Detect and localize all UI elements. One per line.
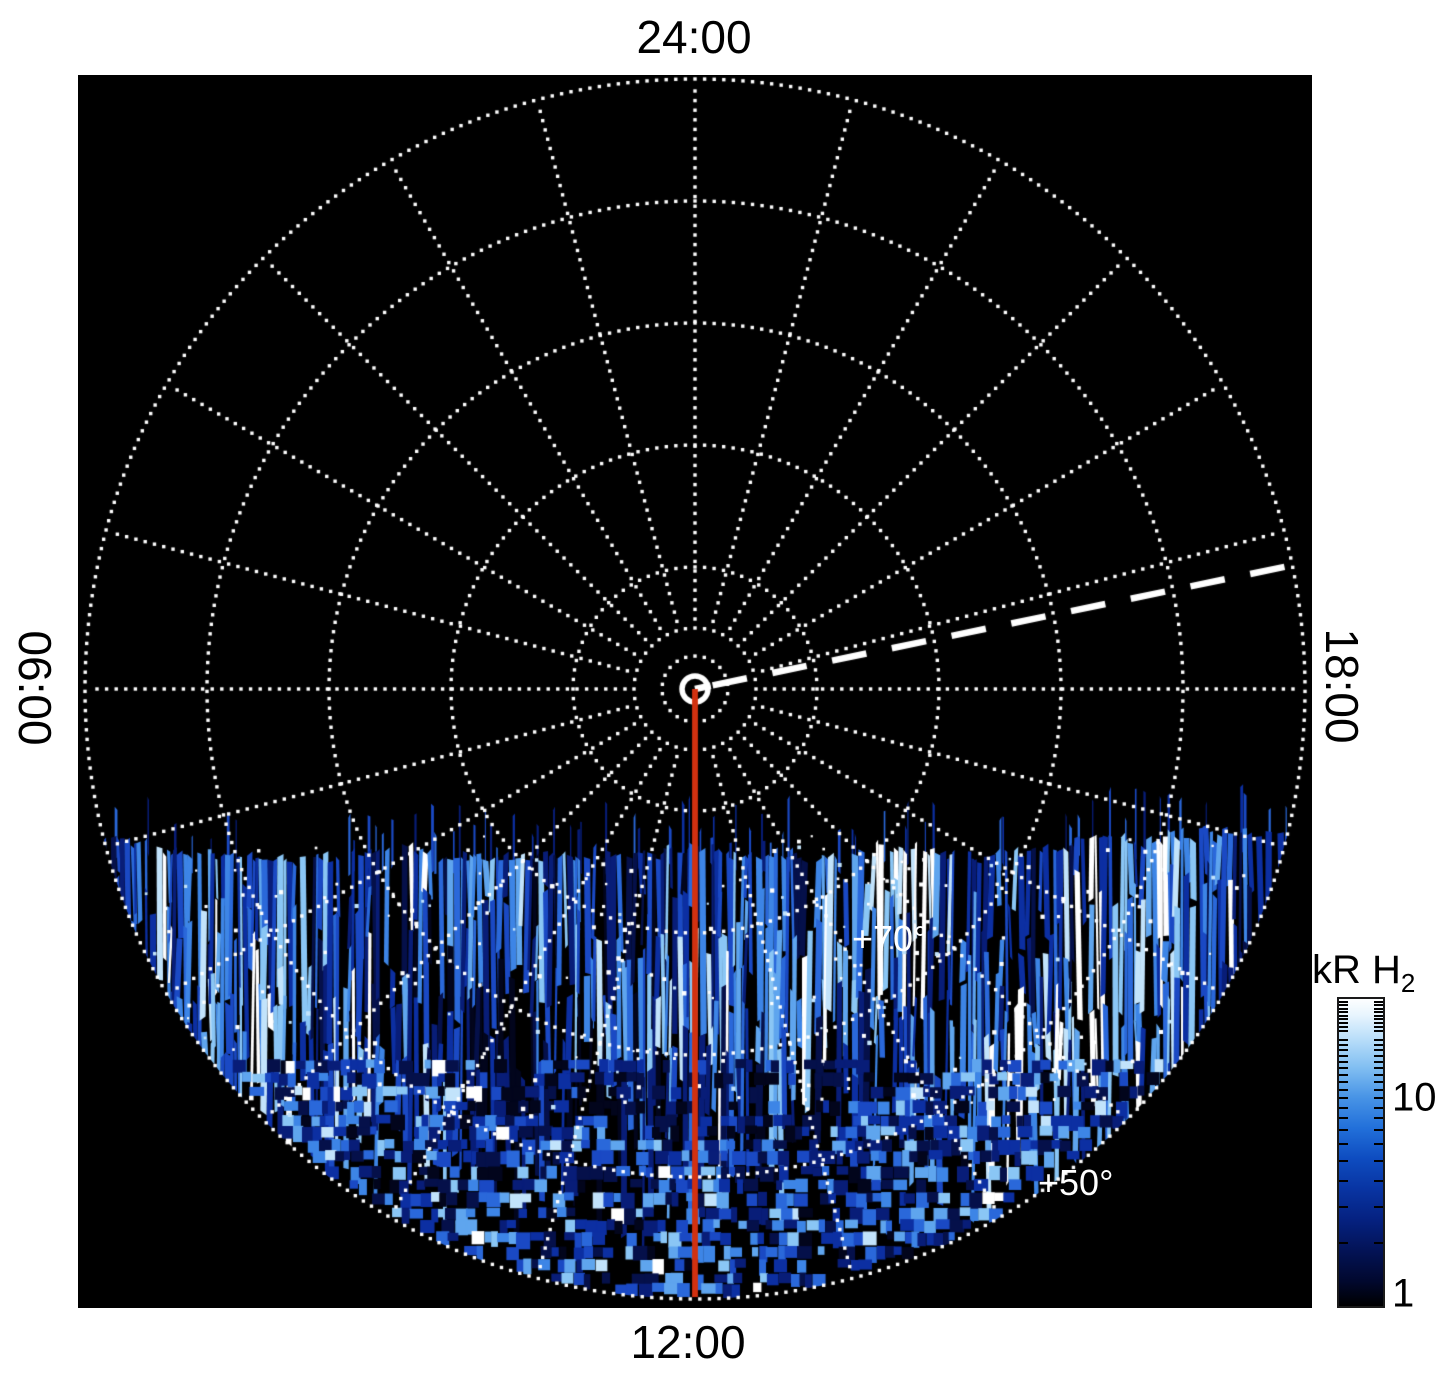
colorbar-tick [1339,1129,1348,1132]
colorbar-tick [1339,1205,1348,1208]
colorbar-tick-label: 10 [1392,1075,1437,1120]
colorbar-tick [1339,1159,1348,1162]
colorbar-tick [1339,1022,1348,1024]
colorbar-tick [1339,1117,1348,1120]
colorbar-tick [1374,1001,1383,1004]
colorbar-tick [1374,1117,1383,1120]
colorbar-tick [1374,1088,1383,1091]
colorbar-tick [1374,1060,1383,1063]
colorbar-tick [1339,1001,1348,1004]
colorbar-tick [1374,1010,1383,1013]
colorbar-tick [1374,1014,1383,1017]
colorbar-tick [1374,1242,1383,1245]
local-time-label-1200: 12:00 [630,1316,746,1368]
colorbar-tick [1339,1060,1348,1063]
colorbar-tick [1374,1044,1383,1047]
colorbar-tick [1339,1242,1348,1245]
polar-plot-area [78,75,1312,1308]
colorbar-tick [1374,1205,1383,1208]
colorbar-tick [1374,1080,1383,1083]
colorbar-tick [1339,1143,1348,1146]
colorbar-title: kR H2 [1312,948,1415,999]
latitude-label-plus70: +70° [852,918,928,959]
colorbar-tick [1374,1179,1383,1182]
colorbar-tick [1374,1022,1383,1024]
colorbar-tick [1374,1007,1383,1010]
colorbar-tick [1374,1004,1383,1007]
colorbar-title-main: kR H [1312,948,1401,992]
local-time-label-2400: 24:00 [636,11,752,63]
colorbar-tick [1339,1039,1348,1042]
colorbar-tick-label: 1 [1392,1271,1415,1316]
colorbar-tick [1374,1039,1383,1042]
latitude-label-plus50: +50° [1038,1162,1114,1203]
colorbar-tick [1339,1018,1348,1021]
colorbar [1337,997,1385,1308]
colorbar-tick [1339,1097,1348,1100]
colorbar-tick [1339,1049,1348,1052]
colorbar-tick [1374,1129,1383,1132]
colorbar-tick [1339,1004,1348,1007]
local-time-label-0600: 06:00 [9,630,61,746]
colorbar-tick [1339,1179,1348,1182]
colorbar-tick [1374,1143,1383,1146]
colorbar-tick [1374,1018,1383,1021]
colorbar-tick [1339,1073,1348,1076]
colorbar-tick [1374,1097,1383,1100]
colorbar-tick [1374,1159,1383,1162]
colorbar-tick [1339,1066,1348,1069]
colorbar-tick [1339,1007,1348,1010]
colorbar-tick [1374,1030,1383,1033]
colorbar-tick [1339,1010,1348,1013]
colorbar-tick [1374,1066,1383,1069]
colorbar-title-subscript: 2 [1400,968,1416,998]
colorbar-tick [1339,1106,1348,1109]
colorbar-tick [1374,1054,1383,1057]
colorbar-tick [1374,1106,1383,1109]
local-time-label-1800: 18:00 [1316,628,1368,744]
colorbar-tick [1339,1026,1348,1028]
colorbar-tick [1339,1044,1348,1047]
colorbar-tick [1339,1088,1348,1091]
aurora-heatmap-canvas [78,75,1312,1308]
colorbar-tick [1339,1054,1348,1057]
colorbar-tick [1374,1049,1383,1052]
colorbar-tick [1339,1030,1348,1033]
colorbar-tick [1339,1080,1348,1083]
colorbar-tick [1339,1014,1348,1017]
colorbar-tick [1374,1026,1383,1028]
colorbar-tick [1374,1073,1383,1076]
